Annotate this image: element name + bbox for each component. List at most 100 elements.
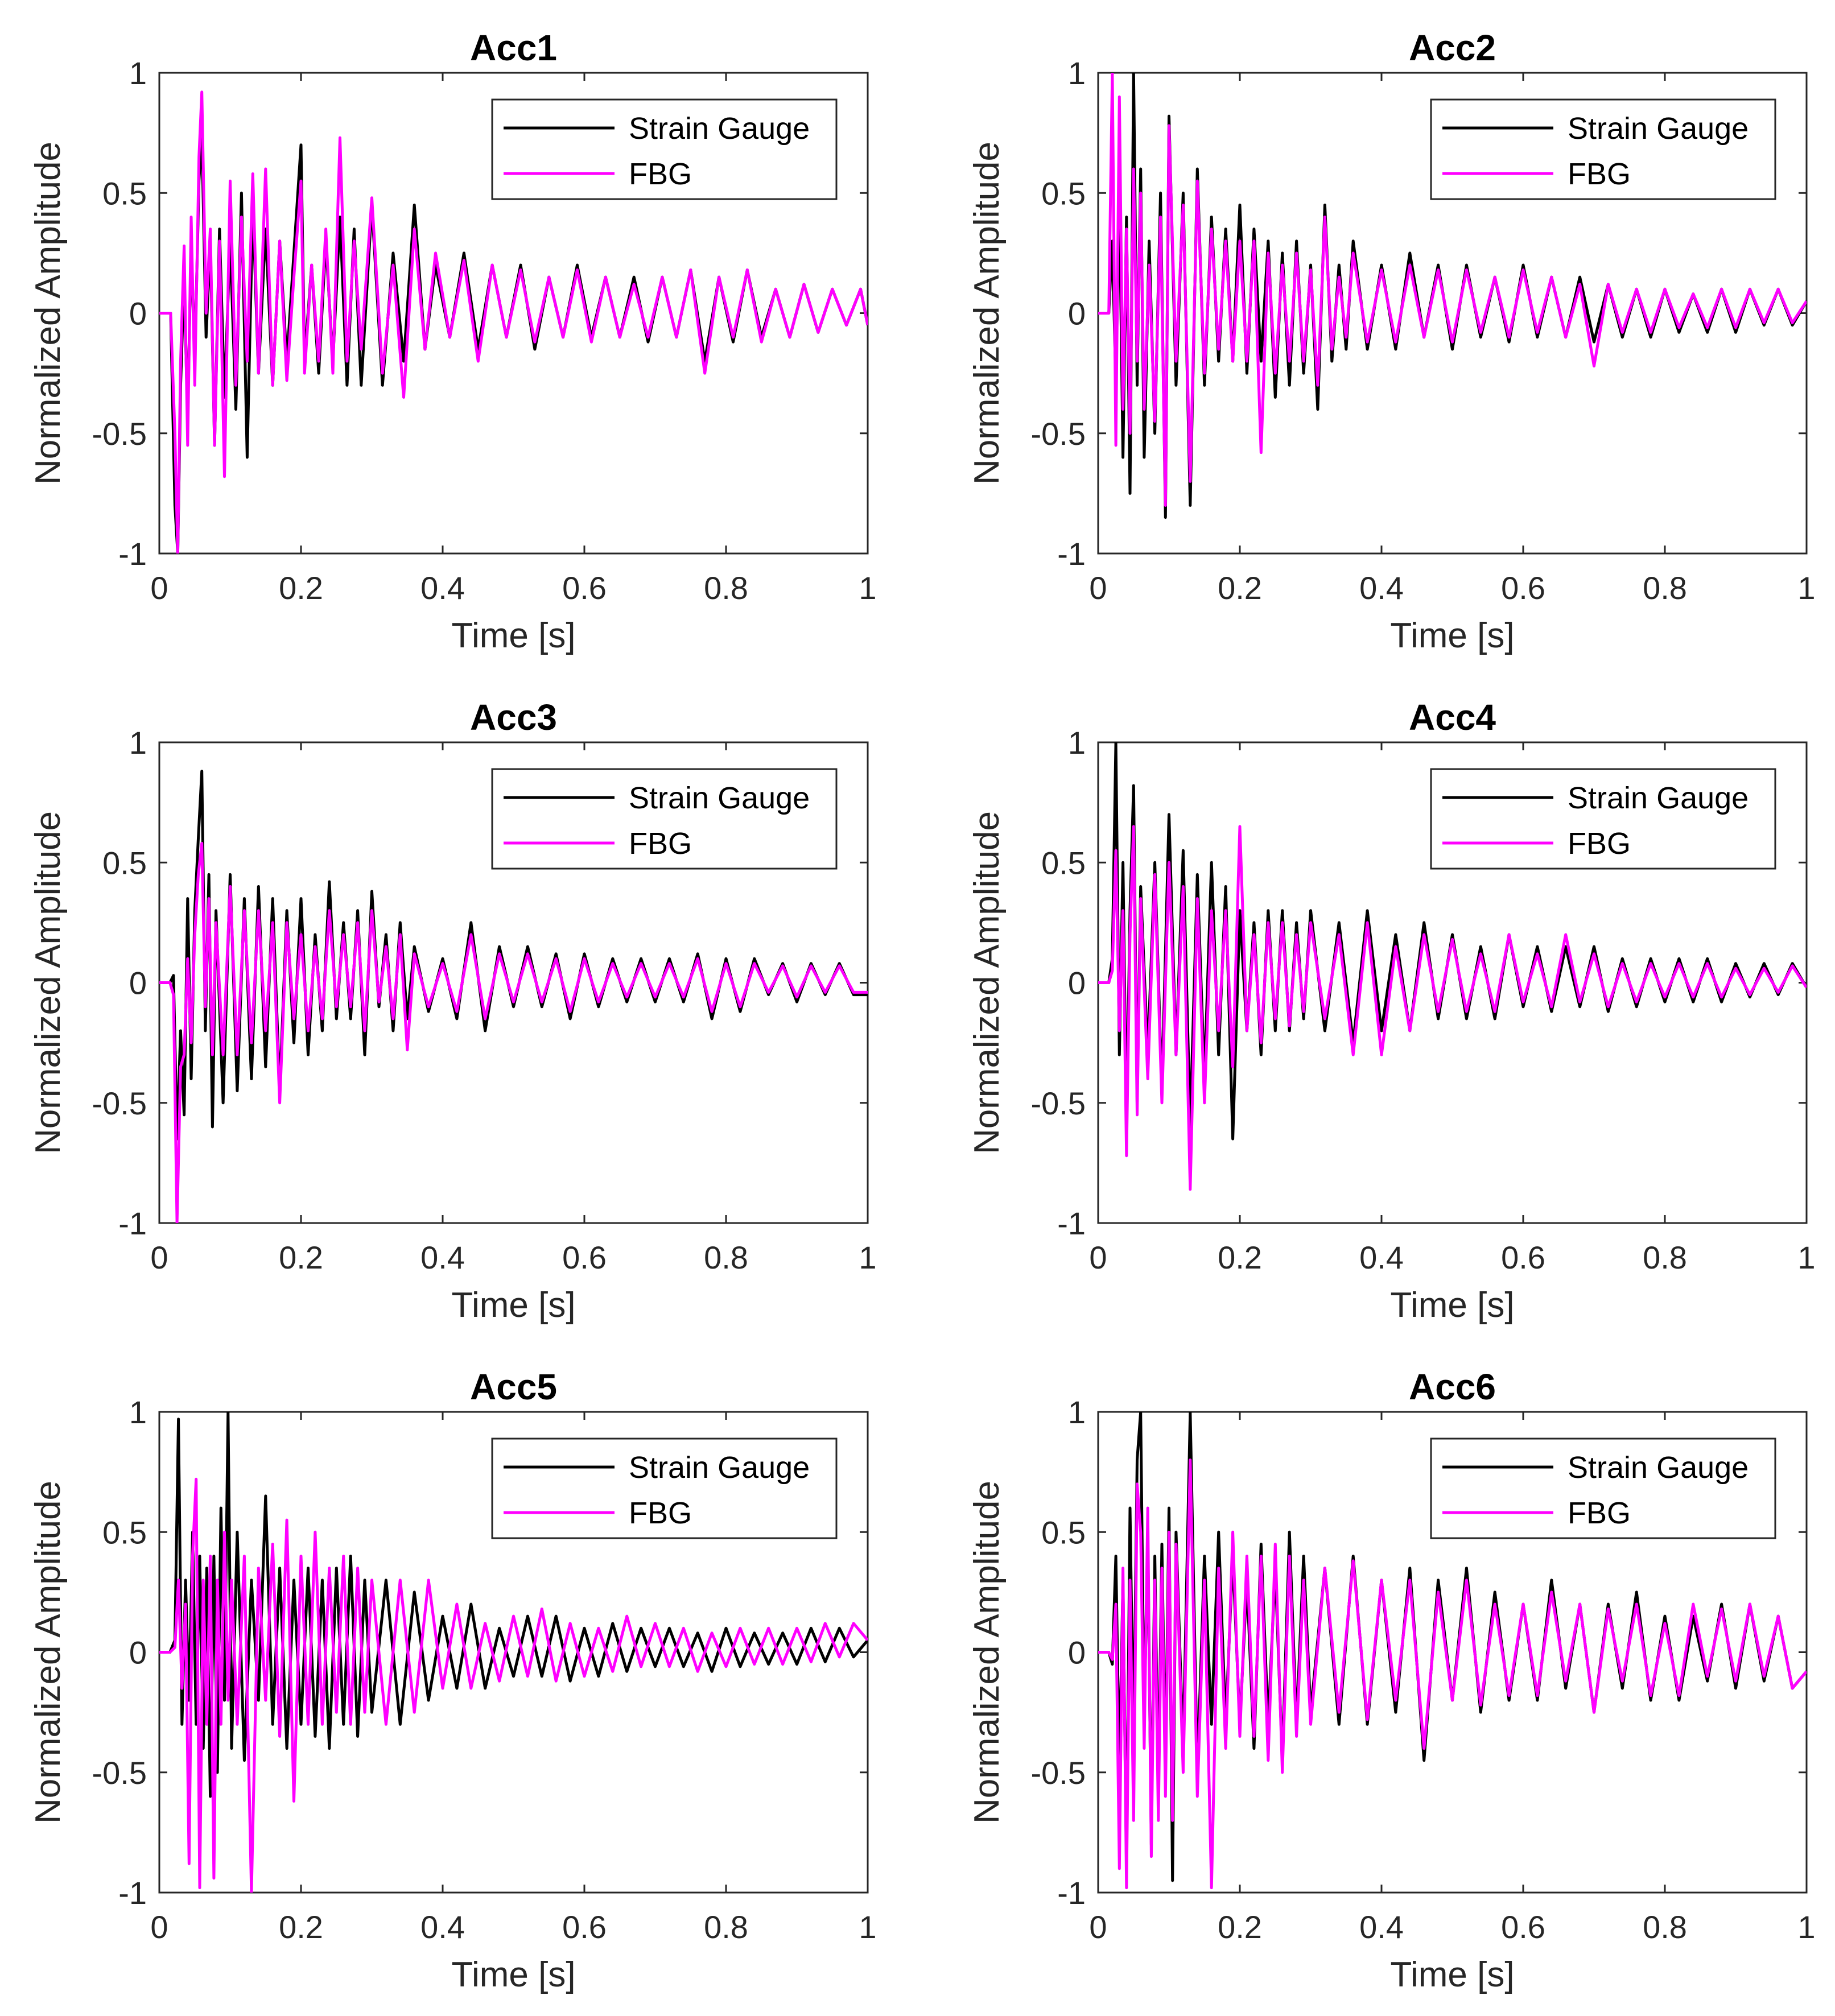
chart-title: Acc6 [1409,1366,1496,1407]
y-tick-label: -1 [1057,1205,1086,1241]
y-tick-label: 1 [129,1394,147,1430]
y-tick-label: 1 [1068,55,1086,91]
subplot-acc6: 0 0.2 0.4 0.6 0.8 1 -1 -0.5 0 0.5 1 Acc6 Time [s] Nor… [967,1366,1816,1994]
series-line-fbg [1098,1459,1807,1890]
x-tick-label: 0.2 [1218,1909,1262,1945]
y-tick-label: 1 [129,725,147,761]
y-tick-label: -0.5 [1031,1085,1086,1121]
legend: Strain Gauge FBG [491,98,838,200]
x-tick-label: 1 [859,570,876,606]
legend-label: FBG [1568,827,1631,861]
subplot-acc3: 0 0.2 0.4 0.6 0.8 1 -1 -0.5 0 0.5 1 Acc3 Time [s] Nor… [28,697,877,1325]
x-tick-label: 1 [1797,570,1815,606]
subplot-acc4: 0 0.2 0.4 0.6 0.8 1 -1 -0.5 0 0.5 1 Acc4 Time [s] Nor… [967,697,1816,1325]
x-tick-label: 0.6 [1501,1240,1545,1275]
x-tick-label: 0.2 [279,1240,323,1275]
x-tick-label: 0.8 [704,1909,748,1945]
x-tick-label: 0.4 [1359,570,1404,606]
y-tick-label: -1 [118,1875,147,1911]
legend: Strain Gauge FBG [491,768,838,870]
series-line-fbg [159,842,868,1223]
legend-label: Strain Gauge [1568,111,1749,146]
y-tick-label: 1 [1068,725,1086,761]
x-tick-label: 0.8 [1643,1240,1687,1275]
chart-title: Acc1 [470,27,557,68]
legend-box [1430,98,1776,200]
legend-label: Strain Gauge [1568,781,1749,815]
y-tick-label: 0.5 [102,845,147,881]
subplot-acc5: 0 0.2 0.4 0.6 0.8 1 -1 -0.5 0 0.5 1 Acc5 Time [s] Nor… [28,1366,877,1994]
chart-title: Acc2 [1409,27,1496,68]
chart-title: Acc3 [470,697,557,738]
x-tick-label: 0.8 [704,570,748,606]
series-line-fbg [159,90,868,553]
legend-label: FBG [1568,157,1631,191]
chart-title: Acc5 [470,1366,557,1407]
x-tick-label: 0.8 [1643,1909,1687,1945]
x-tick-label: 0.2 [279,1909,323,1945]
x-tick-label: 0.8 [1643,570,1687,606]
x-tick-label: 1 [859,1909,876,1945]
x-tick-label: 0.6 [562,1909,607,1945]
x-tick-label: 1 [859,1240,876,1275]
legend-label: Strain Gauge [629,111,810,146]
series-line-fbg [1098,73,1807,507]
y-tick-label: 0.5 [1041,175,1086,211]
x-tick-label: 0 [1089,1240,1107,1275]
y-tick-label: -0.5 [92,416,147,452]
y-axis-label: Normalized Amplitude [28,811,68,1154]
y-tick-label: 0 [129,296,147,332]
legend: Strain Gauge FBG [1430,1437,1776,1539]
y-tick-label: 0 [129,965,147,1001]
y-tick-label: -1 [118,536,147,572]
y-tick-label: 0.5 [1041,845,1086,881]
legend: Strain Gauge FBG [1430,768,1776,870]
x-axis-label: Time [s] [451,616,575,655]
y-tick-label: -0.5 [92,1755,147,1791]
y-tick-label: 0.5 [102,175,147,211]
x-tick-label: 0.4 [1359,1240,1404,1275]
subplot-acc2: 0 0.2 0.4 0.6 0.8 1 -1 -0.5 0 0.5 1 Acc2 Time [s] Nor… [967,27,1816,655]
x-tick-label: 0 [150,570,168,606]
chart-title: Acc4 [1409,697,1496,738]
y-tick-label: -0.5 [1031,416,1086,452]
legend-label: Strain Gauge [1568,1451,1749,1485]
y-tick-label: 0 [1068,296,1086,332]
x-tick-label: 0 [1089,1909,1107,1945]
legend: Strain Gauge FBG [491,1437,838,1539]
x-tick-label: 0.4 [1359,1909,1404,1945]
x-axis-label: Time [s] [1390,616,1514,655]
x-tick-label: 0.6 [1501,1909,1545,1945]
x-tick-label: 1 [1797,1909,1815,1945]
x-tick-label: 0 [150,1240,168,1275]
x-tick-label: 0.2 [1218,1240,1262,1275]
x-tick-label: 0.6 [562,1240,607,1275]
y-tick-label: 0.5 [102,1514,147,1550]
x-tick-label: 0.4 [420,570,465,606]
x-tick-label: 0.6 [562,570,607,606]
y-axis-label: Normalized Amplitude [967,811,1007,1154]
y-axis-label: Normalized Amplitude [28,142,68,485]
legend-label: FBG [1568,1496,1631,1530]
y-axis-label: Normalized Amplitude [28,1481,68,1824]
x-axis-label: Time [s] [451,1955,575,1994]
x-tick-label: 1 [1797,1240,1815,1275]
legend-box [1430,768,1776,870]
y-axis-label: Normalized Amplitude [967,142,1007,485]
y-axis-label: Normalized Amplitude [967,1481,1007,1824]
y-tick-label: 0.5 [1041,1514,1086,1550]
x-tick-label: 0.2 [279,570,323,606]
x-axis-label: Time [s] [1390,1955,1514,1994]
x-tick-label: 0.4 [420,1909,465,1945]
legend-label: FBG [629,827,692,861]
subplot-acc1: 0 0.2 0.4 0.6 0.8 1 -1 -0.5 0 0.5 1 Acc1 Time [s] Nor… [28,27,877,655]
y-tick-label: -0.5 [92,1085,147,1121]
y-tick-label: 0 [129,1635,147,1671]
legend-label: FBG [629,157,692,191]
y-tick-label: 1 [129,55,147,91]
y-tick-label: -1 [1057,536,1086,572]
y-tick-label: 1 [1068,1394,1086,1430]
x-axis-label: Time [s] [451,1286,575,1325]
x-axis-label: Time [s] [1390,1286,1514,1325]
x-tick-label: 0 [1089,570,1107,606]
